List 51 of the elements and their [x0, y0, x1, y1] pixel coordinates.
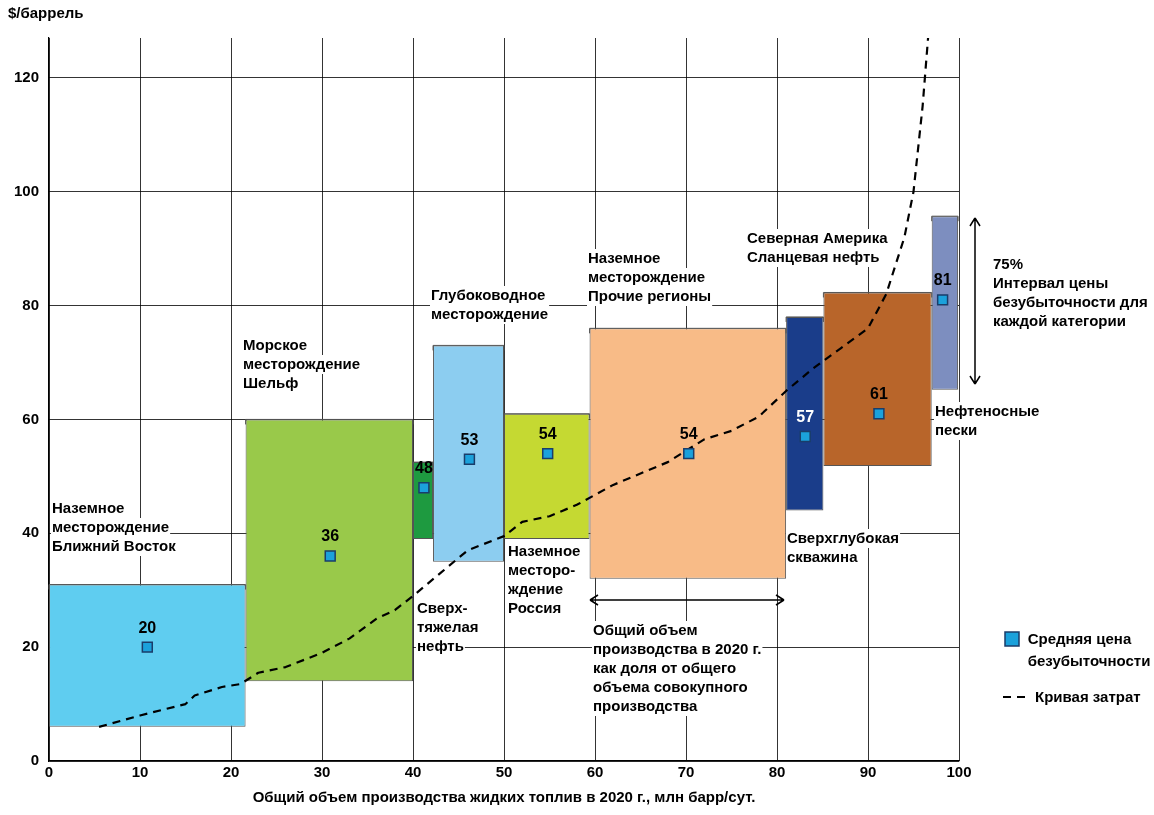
x-tick-label: 90 [859, 763, 877, 781]
y-tick-label: 20 [22, 637, 40, 655]
x-tick-label: 40 [404, 763, 422, 781]
annotation: Общий объем производства в 2020 г. как доля от общего объема совокупного производства [593, 620, 762, 714]
data-label: 20 [138, 618, 157, 636]
x-tick-label: 10 [131, 763, 149, 781]
x-tick-label: 100 [946, 763, 972, 781]
point [799, 430, 811, 443]
annotation: Наземное месторождение Ближний Восток [52, 498, 177, 554]
annotation: Северная Америка Сланцевая нефть [747, 228, 889, 265]
y-axis-title: $/баррель [8, 4, 84, 21]
x-tick-label: 30 [313, 763, 331, 781]
point [541, 447, 554, 460]
data-label: 61 [870, 385, 888, 403]
point [463, 453, 476, 465]
x-axis-title: Общий объем производства жидких топлив в 2020 г., млн барр/сут. [252, 788, 756, 806]
data-label: 53 [460, 430, 479, 448]
x-tick-label: 0 [44, 763, 54, 781]
x-tick-label: 20 [222, 763, 240, 781]
y-tick-label: 60 [22, 409, 40, 427]
point [683, 447, 695, 460]
point [141, 641, 153, 653]
legend-label: Кривая затрат [1035, 687, 1141, 707]
annotation: Наземное месторождение Прочие регионы [588, 248, 712, 304]
y-tick-label: 120 [14, 67, 40, 85]
data-label: 54 [679, 424, 698, 442]
x-tick-label: 60 [586, 763, 604, 781]
annotation: Нефтеносные пески [935, 401, 1040, 438]
annotation: Глубоководное месторождение [431, 285, 549, 322]
annotation: Наземное месторо- ждение Россия [507, 541, 581, 616]
data-label: 57 [796, 407, 815, 425]
y-tick-label: 0 [30, 751, 40, 769]
y-tick-label: 40 [22, 523, 40, 541]
y-tick-label: 80 [22, 295, 40, 313]
text: 75% Интервал цены безубыточности для каждой категории [993, 254, 1148, 329]
point [936, 294, 949, 306]
x-tick-label: 70 [677, 763, 695, 781]
legend-label: Средняя цена безубыточности [1027, 629, 1152, 671]
x-tick-label: 50 [495, 763, 513, 781]
x-tick-label: 80 [768, 763, 786, 781]
data-label: 81 [933, 271, 952, 289]
point [873, 408, 885, 420]
annotation: Морское месторождение Шельф [243, 335, 361, 391]
data-label: 48 [415, 459, 433, 477]
point [324, 550, 336, 562]
point [418, 482, 430, 494]
annotation: Сверхглубокая скважина [787, 528, 900, 565]
data-label: 36 [321, 527, 340, 545]
data-label: 54 [538, 424, 557, 442]
y-tick-label: 100 [14, 181, 40, 199]
annotation: Сверх- тяжелая нефть [417, 598, 479, 654]
